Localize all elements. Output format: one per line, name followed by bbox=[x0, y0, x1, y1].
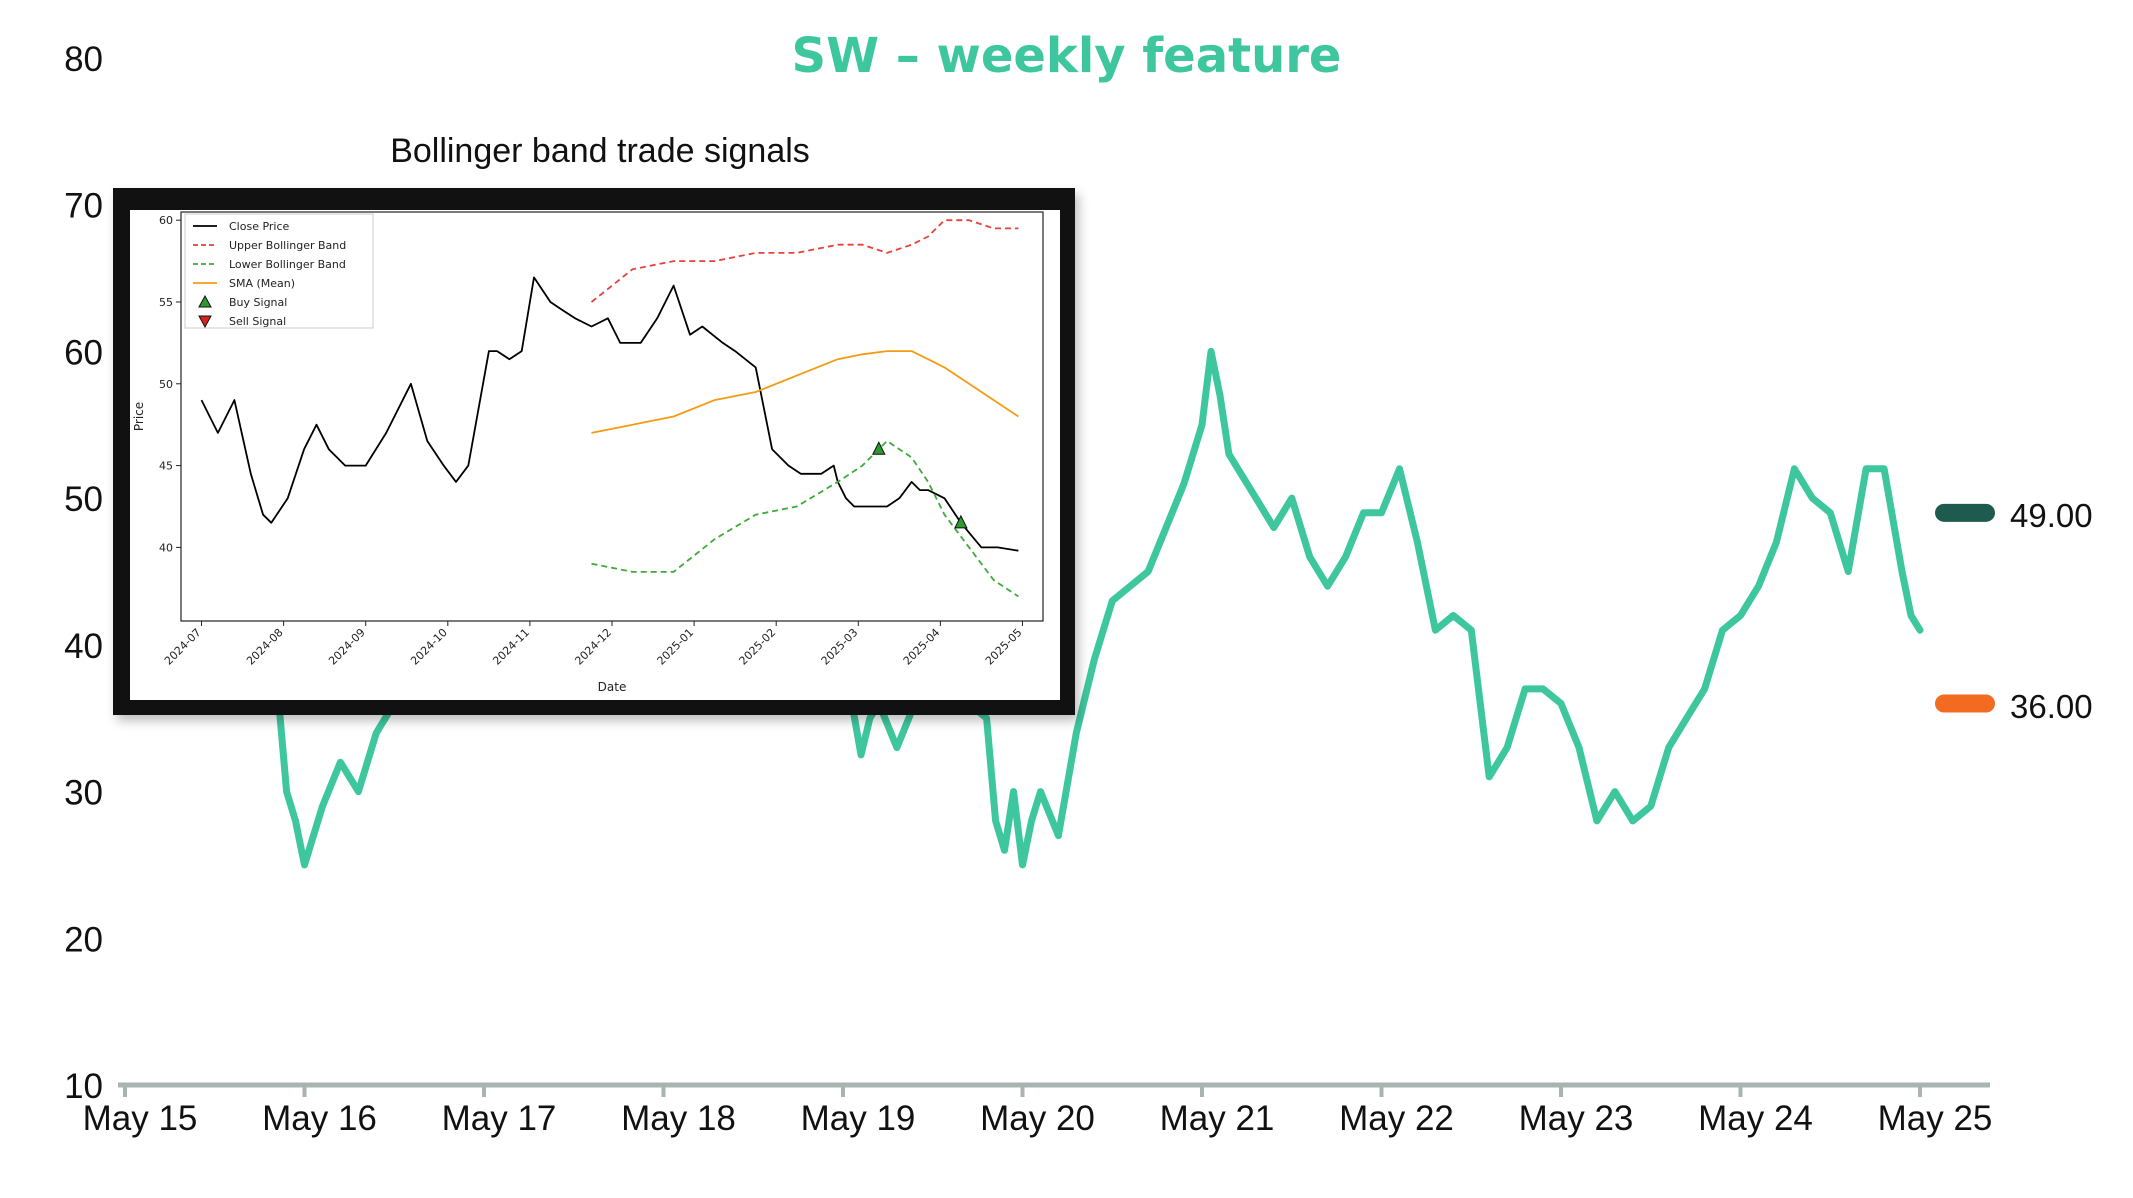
inset-y-axis-label: Price bbox=[132, 402, 146, 431]
inset-y-tick-label: 60 bbox=[159, 214, 173, 227]
inset-series-lower-bollinger-band bbox=[591, 440, 1019, 598]
inset-frame: 40 45 50 55 60 2024-07 2024-08 2024-09 2024-10 20… bbox=[113, 188, 1075, 715]
x-tick-label: May 22 bbox=[1339, 1099, 1454, 1138]
x-tick-label: May 15 bbox=[83, 1099, 198, 1138]
inset-legend-box bbox=[184, 213, 374, 329]
inset-series-close-price bbox=[200, 276, 1019, 552]
legend-label: Buy Signal bbox=[229, 296, 287, 309]
buy-signal-marker bbox=[954, 514, 968, 529]
legend-label: Close Price bbox=[229, 220, 290, 233]
inset-title: Bollinger band trade signals bbox=[390, 132, 810, 170]
y-tick-label: 20 bbox=[64, 920, 103, 959]
upper-marker-label: 49.00 bbox=[2010, 497, 2093, 534]
y-tick-label: 60 bbox=[64, 333, 103, 372]
inset-series-sma-mean bbox=[591, 350, 1019, 434]
inset-legend: Close Price Upper Bollinger Band Lower Bol… bbox=[184, 213, 374, 329]
legend-label: SMA (Mean) bbox=[229, 277, 295, 290]
legend-label: Lower Bollinger Band bbox=[229, 258, 346, 271]
x-tick-label: May 21 bbox=[1160, 1099, 1275, 1138]
legend-label: Sell Signal bbox=[229, 315, 286, 328]
inset-y-tick-label: 40 bbox=[159, 541, 173, 554]
y-tick-label: 30 bbox=[64, 774, 103, 813]
inset-series-upper-bollinger-band bbox=[590, 219, 1019, 303]
chart-title: SW – weekly feature bbox=[791, 28, 1342, 84]
inset-x-axis-label: Date bbox=[598, 680, 627, 694]
lower-marker-label: 36.00 bbox=[2010, 688, 2093, 725]
legend-swatch bbox=[198, 315, 212, 329]
y-tick-label: 70 bbox=[64, 187, 103, 226]
x-tick-label: May 23 bbox=[1519, 1099, 1634, 1138]
x-tick-label: May 24 bbox=[1698, 1099, 1813, 1138]
buy-signal-marker bbox=[872, 441, 886, 455]
y-tick-label: 80 bbox=[64, 40, 103, 79]
inset-y-tick-label: 55 bbox=[159, 296, 173, 309]
legend-label: Upper Bollinger Band bbox=[229, 239, 346, 252]
y-tick-label: 10 bbox=[64, 1067, 103, 1106]
y-tick-label: 40 bbox=[64, 627, 103, 666]
x-tick-label: May 20 bbox=[980, 1099, 1095, 1138]
legend-swatch bbox=[198, 294, 212, 308]
x-tick-label: May 19 bbox=[801, 1099, 916, 1138]
inset-y-tick-label: 45 bbox=[159, 460, 173, 473]
x-tick-label: May 18 bbox=[621, 1099, 736, 1138]
x-tick-label: May 25 bbox=[1878, 1099, 1993, 1138]
x-tick-label: May 16 bbox=[262, 1099, 377, 1138]
inset-y-tick-label: 50 bbox=[159, 378, 173, 391]
y-tick-label: 50 bbox=[64, 480, 103, 519]
x-tick-label: May 17 bbox=[442, 1099, 557, 1138]
